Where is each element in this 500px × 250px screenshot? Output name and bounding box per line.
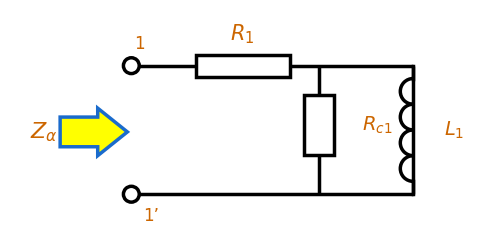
- Text: 1’: 1’: [143, 207, 159, 225]
- Text: $L_1$: $L_1$: [444, 119, 464, 141]
- Text: 1: 1: [134, 35, 144, 53]
- Bar: [304, 95, 334, 155]
- Text: $Z_{\alpha}$: $Z_{\alpha}$: [30, 120, 58, 144]
- Circle shape: [124, 186, 139, 202]
- Text: $R_{c1}$: $R_{c1}$: [362, 114, 392, 136]
- FancyArrow shape: [60, 108, 128, 156]
- Bar: [196, 55, 290, 76]
- Circle shape: [124, 58, 139, 74]
- Text: $R_1$: $R_1$: [230, 22, 255, 46]
